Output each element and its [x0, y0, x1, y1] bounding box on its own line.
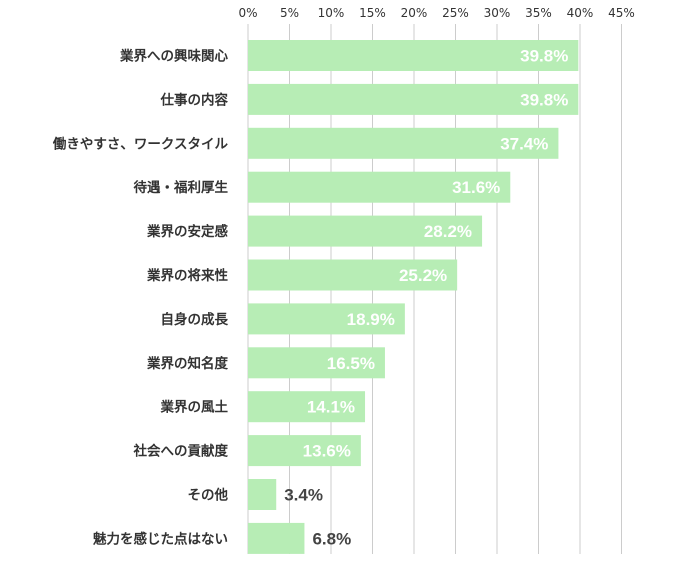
category-label: 自身の成長: [161, 311, 229, 328]
bar: [248, 215, 483, 247]
category-label: 社会への貢献度: [133, 443, 229, 460]
category-label: その他: [188, 487, 229, 504]
x-tick-label: 35%: [525, 6, 552, 20]
bar: [248, 171, 511, 203]
bar: [248, 40, 579, 71]
value-label: 28.2%: [424, 222, 472, 241]
x-tick-label: 20%: [401, 6, 428, 20]
value-label: 31.6%: [452, 178, 500, 197]
category-label: 待遇・福利厚生: [134, 179, 229, 196]
value-labels: 39.8% 39.8% 37.4% 31.6% 28.2% 25.2% 18.9% 16.5%…: [284, 47, 568, 549]
value-label: 3.4%: [284, 486, 323, 505]
x-tick-label: 15%: [359, 6, 386, 20]
x-axis-ticks: 0% 5% 10% 15% 20% 25% 30% 35% 40% 45%: [238, 6, 634, 20]
bar: [248, 83, 579, 115]
x-tick-label: 5%: [280, 6, 299, 20]
category-label: 仕事の内容: [160, 91, 229, 108]
x-tick-label: 25%: [442, 6, 469, 20]
value-label: 13.6%: [303, 442, 351, 461]
value-label: 25.2%: [399, 266, 447, 285]
bar: [248, 127, 559, 159]
value-label: 14.1%: [307, 398, 355, 417]
bar: [248, 259, 458, 291]
category-label: 業界の知名度: [146, 355, 228, 372]
category-labels: 業界への興味関心仕事の内容働きやすさ、ワークスタイル待遇・福利厚生業界の安定感業…: [52, 48, 229, 548]
value-label: 39.8%: [520, 47, 568, 66]
value-label: 6.8%: [312, 529, 351, 548]
bar: [248, 522, 305, 554]
x-tick-label: 30%: [484, 6, 511, 20]
bar: [248, 347, 385, 379]
category-label: 働きやすさ、ワークスタイル: [52, 135, 229, 152]
category-label: 業界の風土: [160, 399, 229, 416]
category-label: 業界の安定感: [146, 223, 228, 240]
value-label: 39.8%: [520, 90, 568, 109]
value-label: 18.9%: [347, 310, 395, 329]
x-tick-label: 0%: [238, 6, 257, 20]
x-tick-label: 45%: [608, 6, 635, 20]
category-label: 魅力を感じた点はない: [93, 530, 228, 547]
x-tick-label: 40%: [567, 6, 594, 20]
category-label: 業界の将来性: [146, 267, 228, 284]
category-label: 業界への興味関心: [119, 48, 228, 65]
bars: [248, 40, 579, 554]
bar: [248, 479, 277, 510]
bar: [248, 435, 361, 467]
x-tick-label: 10%: [318, 6, 345, 20]
bar: [248, 391, 366, 423]
bar: [248, 303, 405, 335]
value-label: 37.4%: [500, 134, 548, 153]
value-label: 16.5%: [327, 354, 375, 373]
